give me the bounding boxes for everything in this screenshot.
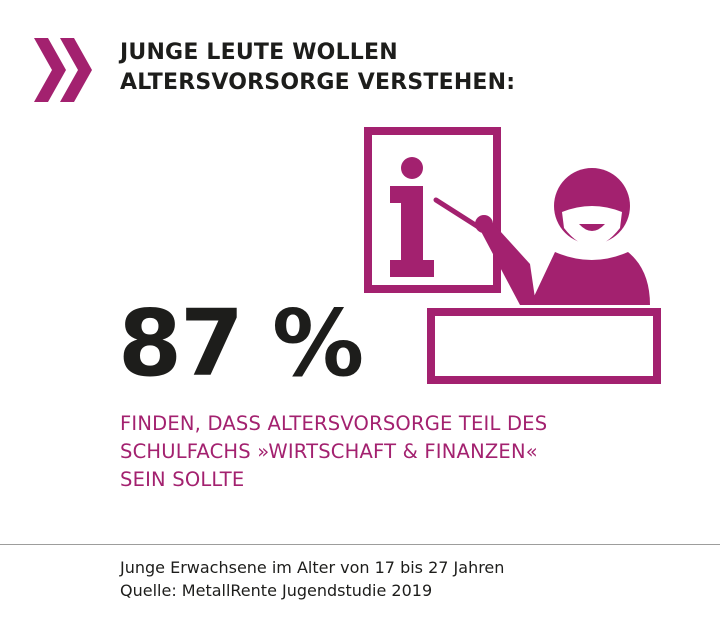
chevron-right-double-icon xyxy=(34,38,92,102)
stat-value: 87 % xyxy=(118,290,364,397)
headline: JUNGE LEUTE WOLLEN ALTERSVORSORGE VERSTE… xyxy=(120,38,515,98)
stat-description-line-3: SEIN SOLLTE xyxy=(120,468,245,491)
teacher-info-board-icon xyxy=(364,127,661,384)
headline-line-1: JUNGE LEUTE WOLLEN xyxy=(120,40,398,65)
footer-line-1: Junge Erwachsene im Alter von 17 bis 27 … xyxy=(120,558,505,577)
divider xyxy=(0,544,720,545)
stat-description-line-1: FINDEN, DASS ALTERSVORSORGE TEIL DES xyxy=(120,412,548,435)
stat-description: FINDEN, DASS ALTERSVORSORGE TEIL DES SCH… xyxy=(120,410,547,494)
headline-line-2: ALTERSVORSORGE VERSTEHEN: xyxy=(120,70,516,95)
footer-line-2: Quelle: MetallRente Jugendstudie 2019 xyxy=(120,581,433,600)
footer-source: Junge Erwachsene im Alter von 17 bis 27 … xyxy=(120,556,504,602)
stat-description-line-2: SCHULFACHS »WIRTSCHAFT & FINANZEN« xyxy=(120,440,538,463)
